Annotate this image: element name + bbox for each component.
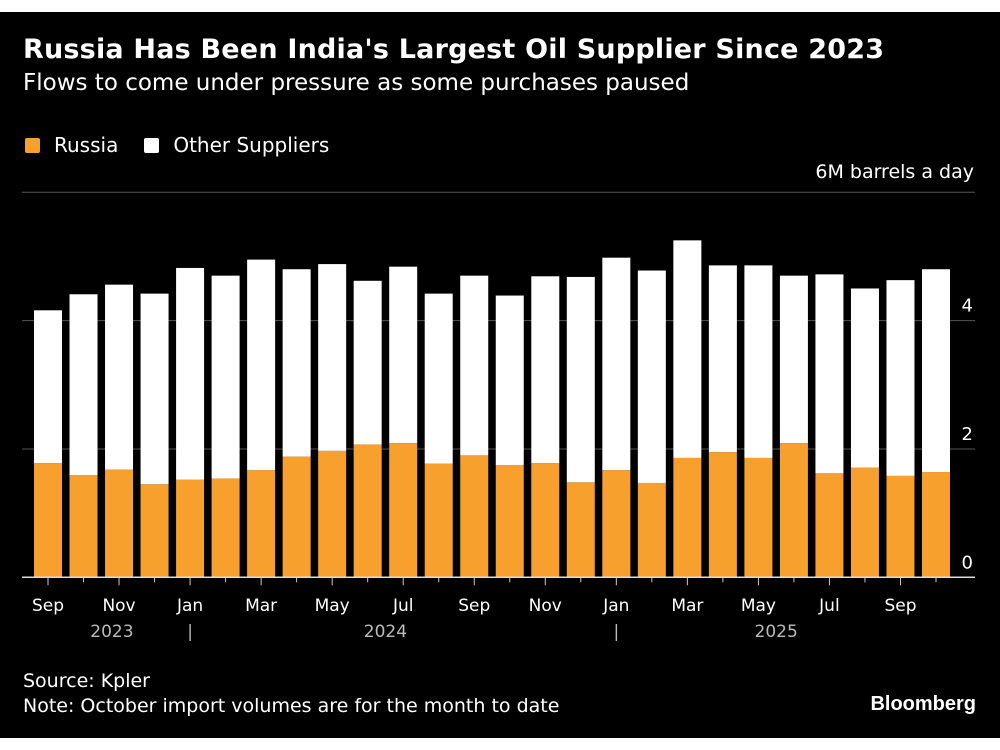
bar-russia xyxy=(673,457,702,578)
bar-russia xyxy=(460,455,489,578)
bar-russia xyxy=(389,443,418,578)
bar-russia xyxy=(602,470,631,578)
bar-other-suppliers xyxy=(886,280,915,476)
bar-other-suppliers xyxy=(353,280,382,445)
year-label: 2024 xyxy=(364,622,407,642)
bar-russia xyxy=(708,452,737,578)
legend-label: Russia xyxy=(54,133,119,157)
bar-other-suppliers xyxy=(815,274,844,474)
y-axis-unit-label: 6M barrels a day xyxy=(815,161,974,183)
x-tick-label: Nov xyxy=(529,596,562,616)
bar-other-suppliers xyxy=(495,295,524,465)
chart-title: Russia Has Been India's Largest Oil Supp… xyxy=(23,34,885,65)
bar-other-suppliers xyxy=(850,288,879,468)
x-tick-label: Jan xyxy=(602,596,629,616)
bar-russia xyxy=(424,463,453,578)
bloomberg-logo: Bloomberg xyxy=(870,693,976,715)
bar-other-suppliers xyxy=(922,269,950,473)
x-tick-label: May xyxy=(741,596,776,616)
source-note: Source: Kpler xyxy=(23,670,150,692)
x-tick-label: Jul xyxy=(818,596,840,616)
y-tick-label: 4 xyxy=(962,296,973,317)
y-tick-label: 0 xyxy=(962,552,973,573)
bar-russia xyxy=(566,482,595,578)
x-tick-label: Sep xyxy=(458,596,490,616)
year-separator: | xyxy=(613,622,619,642)
bar-other-suppliers xyxy=(531,276,560,464)
y-tick-label: 2 xyxy=(962,424,973,445)
bar-russia xyxy=(34,463,62,578)
bar-other-suppliers xyxy=(282,269,311,457)
bar-russia xyxy=(353,444,382,578)
bar-other-suppliers xyxy=(602,257,631,471)
x-tick-label: Mar xyxy=(245,596,277,616)
x-tick-label: Jul xyxy=(392,596,414,616)
bar-other-suppliers xyxy=(176,267,205,480)
bar-russia xyxy=(779,443,808,578)
bar-russia xyxy=(531,463,560,578)
x-tick-label: Nov xyxy=(102,596,135,616)
bar-other-suppliers xyxy=(708,265,737,453)
bar-russia xyxy=(744,457,773,578)
x-tick-label: May xyxy=(315,596,350,616)
bar-russia xyxy=(282,456,311,578)
bar-russia xyxy=(815,473,844,578)
x-tick-label: Sep xyxy=(32,596,64,616)
footnote: Note: October import volumes are for the… xyxy=(23,695,560,717)
bar-russia xyxy=(140,484,169,578)
bar-russia xyxy=(495,464,524,578)
x-tick-label: Sep xyxy=(884,596,916,616)
year-label: 2023 xyxy=(90,622,133,642)
bar-other-suppliers xyxy=(140,293,169,485)
bar-russia xyxy=(211,478,240,578)
bar-other-suppliers xyxy=(779,275,808,444)
bar-other-suppliers xyxy=(460,275,489,456)
x-tick-label: Mar xyxy=(671,596,703,616)
year-separator: | xyxy=(187,622,193,642)
bar-other-suppliers xyxy=(424,293,453,464)
bar-russia xyxy=(886,475,915,578)
bar-other-suppliers xyxy=(673,240,702,458)
bar-other-suppliers xyxy=(637,270,666,483)
bar-russia xyxy=(247,470,276,578)
x-tick-label: Jan xyxy=(176,596,203,616)
legend-label: Other Suppliers xyxy=(173,133,330,157)
legend-swatch-other xyxy=(144,137,160,153)
bar-other-suppliers xyxy=(247,259,276,471)
bar-other-suppliers xyxy=(69,294,98,476)
legend-swatch-russia xyxy=(25,137,40,153)
chart-subtitle: Flows to come under pressure as some pur… xyxy=(23,70,690,96)
bar-russia xyxy=(850,467,879,578)
bar-russia xyxy=(105,469,134,578)
legend-item-other: Other Suppliers xyxy=(144,133,329,157)
bar-other-suppliers xyxy=(318,264,347,451)
bar-other-suppliers xyxy=(566,276,595,483)
bar-russia xyxy=(318,450,347,578)
bar-other-suppliers xyxy=(744,265,773,458)
bar-russia xyxy=(922,472,950,578)
bar-other-suppliers xyxy=(105,284,134,470)
year-label: 2025 xyxy=(755,622,798,642)
bar-other-suppliers xyxy=(389,266,418,444)
bar-russia xyxy=(176,479,205,578)
bar-russia xyxy=(637,482,666,578)
bar-other-suppliers xyxy=(211,275,240,479)
bar-russia xyxy=(69,475,98,578)
bar-other-suppliers xyxy=(34,310,62,464)
legend-item-russia: Russia xyxy=(25,133,118,157)
legend: Russia Other Suppliers xyxy=(25,133,355,157)
